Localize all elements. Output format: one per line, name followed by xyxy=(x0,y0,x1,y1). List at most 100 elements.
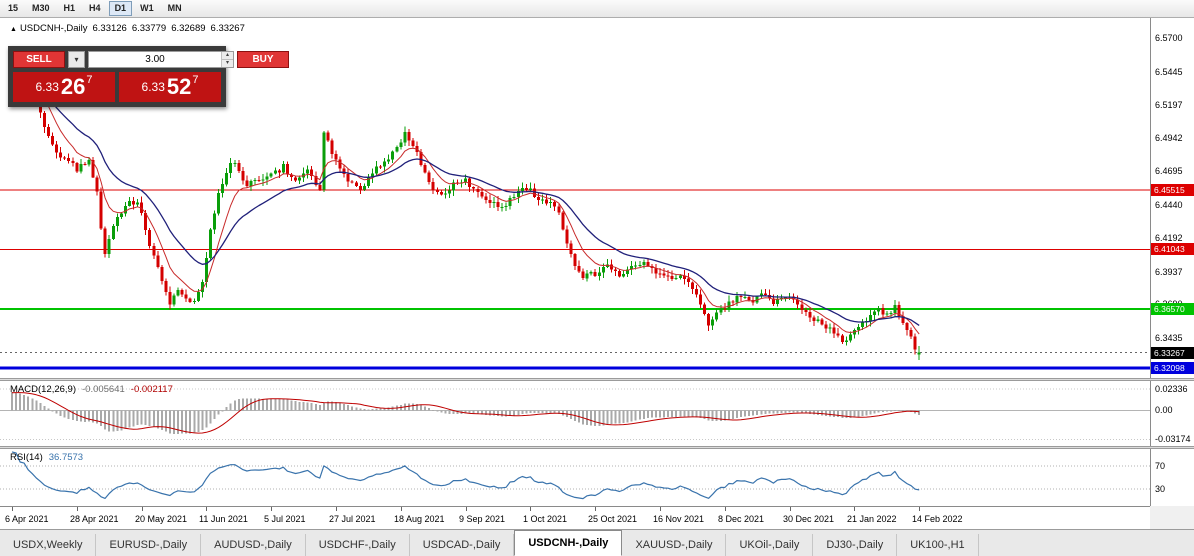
date-tick xyxy=(854,507,855,511)
date-axis-label: 18 Aug 2021 xyxy=(394,514,445,524)
timeframe-button-w1[interactable]: W1 xyxy=(134,1,160,16)
rsi-axis-label: 70 xyxy=(1155,461,1166,472)
price-axis-badge: 6.36570 xyxy=(1151,302,1194,315)
symbol-tab-usdx-weekly[interactable]: USDX,Weekly xyxy=(0,534,97,556)
date-tick xyxy=(725,507,726,511)
date-axis-label: 8 Dec 2021 xyxy=(718,514,765,524)
volume-dropdown-button[interactable]: ▾ xyxy=(68,51,85,68)
sell-price-display: 6.33 26 7 xyxy=(13,72,115,102)
buy-price-sup: 7 xyxy=(192,74,199,86)
date-tick xyxy=(530,507,531,511)
symbol-tab-usdcad-daily[interactable]: USDCAD-,Daily xyxy=(409,534,515,556)
buy-price-display: 6.33 52 7 xyxy=(119,72,221,102)
price-axis-label: 6.4440 xyxy=(1155,199,1183,210)
date-axis-label: 11 Jun 2021 xyxy=(199,514,248,524)
pane-separator-macd[interactable] xyxy=(0,378,1194,381)
rsi-label: RSI(14) 36.7573 xyxy=(10,452,84,463)
date-axis: 6 Apr 2021 28 Apr 2021 20 May 2021 11 Jun 2… xyxy=(0,506,1150,529)
date-tick xyxy=(790,507,791,511)
volume-decrease-button[interactable]: ▾ xyxy=(222,60,233,67)
sell-button[interactable]: SELL xyxy=(13,51,65,68)
pane-separator-rsi[interactable] xyxy=(0,446,1194,449)
candlestick-chart[interactable] xyxy=(0,18,1150,378)
macd-indicator-chart[interactable] xyxy=(0,381,1150,446)
chart-symbol: USDCNH-,Daily xyxy=(19,23,88,34)
buy-price-base: 6.33 xyxy=(141,80,165,94)
date-tick xyxy=(401,507,402,511)
price-axis-label: 6.5197 xyxy=(1155,99,1183,110)
timeframe-button-mn[interactable]: MN xyxy=(162,1,188,16)
price-axis-badge: 6.41043 xyxy=(1151,243,1194,256)
price-axis-label: 6.4192 xyxy=(1155,232,1183,243)
price-axis-label: 6.5445 xyxy=(1155,66,1183,77)
date-tick xyxy=(595,507,596,511)
date-axis-label: 1 Oct 2021 xyxy=(523,514,568,524)
volume-input[interactable] xyxy=(89,52,221,67)
timeframe-toolbar: 15 M30 H1 H4 D1 W1 MN xyxy=(0,0,1194,18)
volume-input-group: ▴ ▾ xyxy=(88,51,234,68)
ohlc-high: 6.33779 xyxy=(131,23,167,34)
date-tick xyxy=(660,507,661,511)
sell-price-sup: 7 xyxy=(86,74,93,86)
symbol-tab-audusd-daily[interactable]: AUDUSD-,Daily xyxy=(201,534,306,556)
date-tick xyxy=(206,507,207,511)
price-axis-label: 6.4695 xyxy=(1155,166,1183,177)
ohlc-open: 6.33126 xyxy=(92,23,127,34)
symbol-tab-usdcnh-daily[interactable]: USDCNH-,Daily xyxy=(514,530,623,556)
timeframe-button-m30[interactable]: M30 xyxy=(26,1,56,16)
symbol-marker-icon: ▲ xyxy=(10,26,17,33)
sell-price-big: 26 xyxy=(60,74,86,99)
date-axis-label: 30 Dec 2021 xyxy=(783,514,835,524)
date-axis-label: 20 May 2021 xyxy=(135,514,188,524)
volume-spinner: ▴ ▾ xyxy=(221,52,233,67)
rsi-axis-label: 30 xyxy=(1155,483,1166,494)
symbol-tab-xauusd-daily[interactable]: XAUUSD-,Daily xyxy=(622,534,727,556)
macd-label: MACD(12,26,9) -0.005641 -0.002117 xyxy=(10,384,173,395)
chart-title: ▲ USDCNH-,Daily 6.33126 6.33779 6.32689 6.332… xyxy=(10,23,245,34)
buy-button[interactable]: BUY xyxy=(237,51,289,68)
timeframe-button-d1[interactable]: D1 xyxy=(108,1,133,16)
date-axis-label: 16 Nov 2021 xyxy=(653,514,705,524)
price-axis: 6.5700 6.5445 6.5197 6.4942 6.4695 6.4440 6.41… xyxy=(1150,18,1194,506)
symbol-tab-eurusd-daily[interactable]: EURUSD-,Daily xyxy=(96,534,202,556)
date-axis-label: 27 Jul 2021 xyxy=(329,514,376,524)
timeframe-button-h4[interactable]: H4 xyxy=(83,1,107,16)
price-axis-badge: 6.45515 xyxy=(1151,184,1194,197)
date-axis-label: 28 Apr 2021 xyxy=(70,514,119,524)
date-axis-label: 25 Oct 2021 xyxy=(588,514,638,524)
date-axis-label: 21 Jan 2022 xyxy=(847,514,897,524)
macd-axis-label: 0.00 xyxy=(1155,405,1173,416)
date-tick xyxy=(919,507,920,511)
date-axis-label: 5 Jul 2021 xyxy=(264,514,306,524)
ohlc-close: 6.33267 xyxy=(210,23,245,34)
price-axis-badge: 6.33267 xyxy=(1151,346,1194,359)
price-axis-label: 6.5700 xyxy=(1155,32,1183,43)
date-tick xyxy=(336,507,337,511)
price-axis-label: 6.4942 xyxy=(1155,133,1183,144)
rsi-indicator-chart[interactable] xyxy=(0,449,1150,506)
date-axis-label: 6 Apr 2021 xyxy=(5,514,49,524)
price-axis-badge: 6.32098 xyxy=(1151,362,1194,375)
symbol-tab-bar: USDX,Weekly EURUSD-,Daily AUDUSD-,Daily USD… xyxy=(0,529,1194,556)
date-tick xyxy=(142,507,143,511)
price-axis-label: 6.3937 xyxy=(1155,266,1183,277)
macd-axis-label: 0.02336 xyxy=(1155,383,1188,394)
date-tick xyxy=(271,507,272,511)
ohlc-low: 6.32689 xyxy=(171,23,206,34)
date-axis-label: 9 Sep 2021 xyxy=(459,514,506,524)
timeframe-button-h1[interactable]: H1 xyxy=(58,1,82,16)
date-tick xyxy=(466,507,467,511)
symbol-tab-dj30-daily[interactable]: DJ30-,Daily xyxy=(813,534,898,556)
volume-increase-button[interactable]: ▴ xyxy=(222,52,233,60)
date-tick xyxy=(12,507,13,511)
macd-axis-label: -0.03174 xyxy=(1155,434,1191,445)
symbol-tab-ukoil-daily[interactable]: UKOil-,Daily xyxy=(726,534,814,556)
symbol-tab-usdchf-daily[interactable]: USDCHF-,Daily xyxy=(305,534,410,556)
price-axis-label: 6.3435 xyxy=(1155,333,1183,344)
timeframe-button-15[interactable]: 15 xyxy=(2,1,24,16)
chevron-down-icon: ▾ xyxy=(74,55,79,64)
symbol-tab-uk100-h1[interactable]: UK100-,H1 xyxy=(897,534,979,556)
buy-price-big: 52 xyxy=(166,74,192,99)
sell-price-base: 6.33 xyxy=(35,80,59,94)
